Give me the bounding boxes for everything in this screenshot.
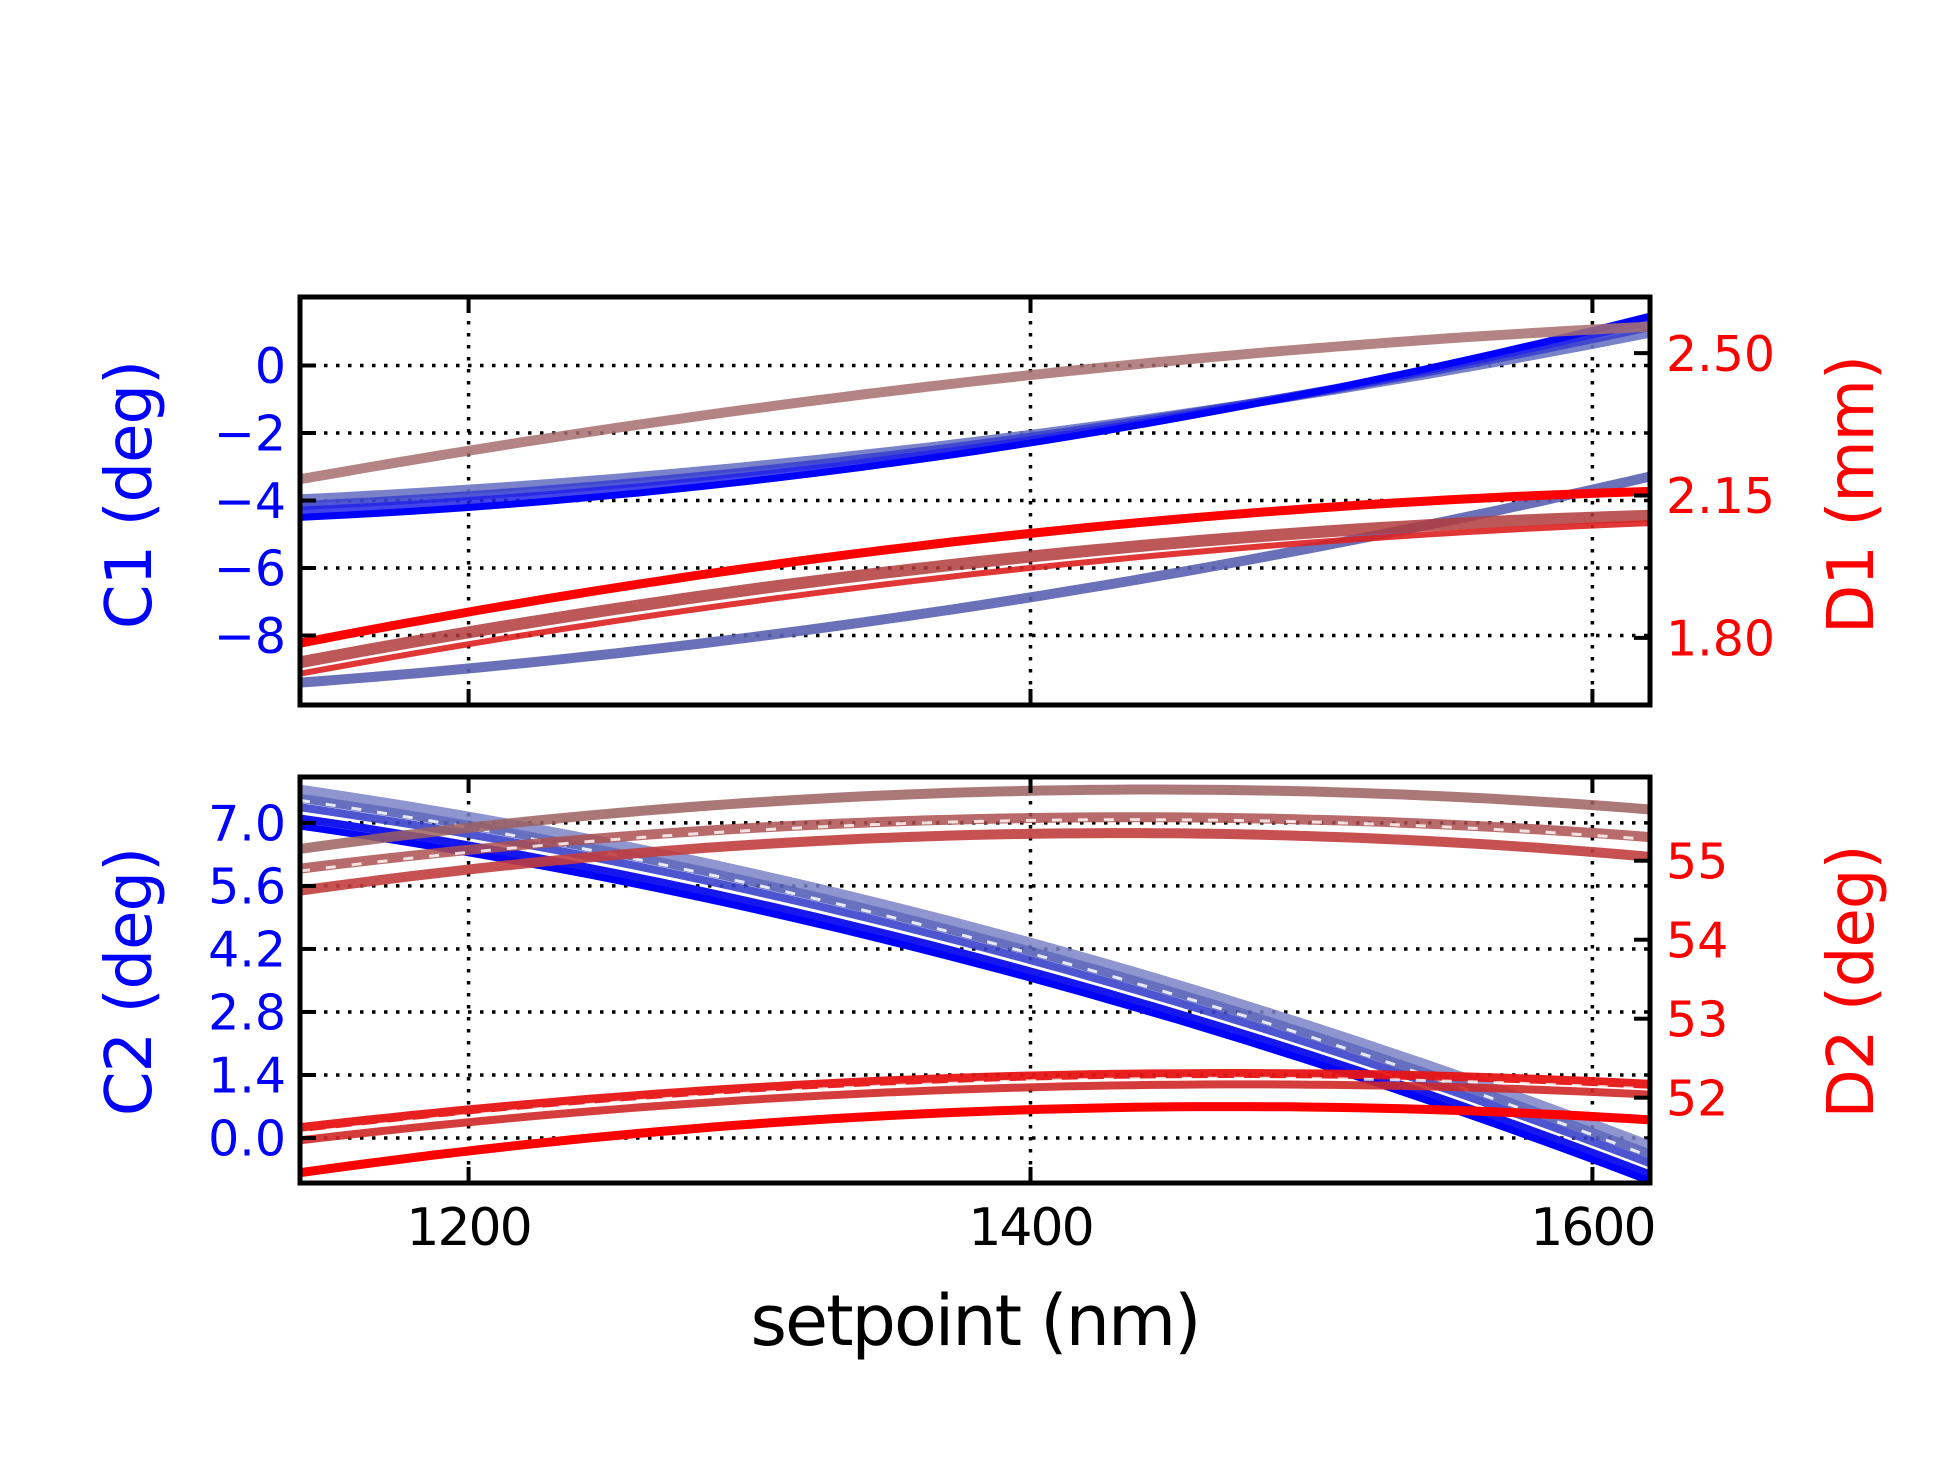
y-tick-label-left: 0.0 bbox=[208, 1111, 286, 1168]
plot-area-bottom bbox=[300, 777, 1650, 1183]
y-tick-label-left: −8 bbox=[214, 608, 286, 665]
y-axis-label-c2: C2 (deg) bbox=[93, 847, 167, 1117]
curve-D1-darkred-band bbox=[300, 509, 1650, 669]
curve-C1-mid bbox=[300, 322, 1650, 511]
curve-D2-brown2 bbox=[300, 812, 1650, 874]
x-axis-label: setpoint (nm) bbox=[750, 1280, 1202, 1362]
plot-border bbox=[297, 774, 1653, 1186]
y-tick-label-left: 5.6 bbox=[208, 859, 286, 916]
curve-D1-red bbox=[300, 486, 1650, 648]
y-tick-label-right: 55 bbox=[1666, 833, 1728, 890]
y-tick-label-right: 2.15 bbox=[1666, 468, 1775, 525]
y-tick-label-left: −2 bbox=[214, 406, 286, 463]
y-tick-label-left: 1.4 bbox=[208, 1048, 286, 1105]
curve-D2-brown3 bbox=[300, 828, 1650, 896]
curve-C2-d bbox=[300, 814, 1650, 1179]
curve-D1-darkred-edge bbox=[300, 520, 1650, 677]
curve-C1-deep bbox=[300, 317, 1650, 515]
y-tick-label-right: 2.50 bbox=[1666, 326, 1775, 383]
y-axis-label-c1: C1 (deg) bbox=[93, 360, 167, 630]
curve-D2-red-low bbox=[300, 1102, 1650, 1178]
y-tick-label-left: −6 bbox=[214, 541, 286, 598]
x-tick-label: 1600 bbox=[1530, 1198, 1654, 1258]
curve-D2-red-fit-dashed bbox=[300, 1076, 1650, 1135]
curve-D1-brown bbox=[300, 321, 1650, 485]
x-tick-label: 1200 bbox=[406, 1198, 530, 1258]
y-tick-label-left: 4.2 bbox=[208, 922, 286, 979]
y-tick-label-left: 2.8 bbox=[208, 985, 286, 1042]
y-tick-label-left: 0 bbox=[255, 338, 286, 395]
curve-D2-red-a bbox=[300, 1069, 1650, 1133]
plot-area-top bbox=[300, 297, 1650, 705]
curve-D2-red-b bbox=[300, 1080, 1650, 1145]
y-tick-label-right: 53 bbox=[1666, 991, 1728, 1048]
curve-D2-brown1 bbox=[300, 784, 1650, 854]
curve-C1-bright bbox=[300, 312, 1650, 521]
y-tick-label-left: 7.0 bbox=[208, 796, 286, 853]
y-tick-label-right: 54 bbox=[1666, 912, 1728, 969]
y-tick-label-left: −4 bbox=[214, 473, 286, 530]
curve-C2-e-bright bbox=[300, 822, 1650, 1183]
y-axis-label-d2: D2 (deg) bbox=[1815, 845, 1889, 1119]
curve-C1-slate bbox=[300, 328, 1650, 504]
curve-D2-brown2-fit-dashed bbox=[300, 818, 1650, 873]
y-tick-label-right: 52 bbox=[1666, 1070, 1728, 1127]
x-tick-label: 1400 bbox=[968, 1198, 1092, 1258]
y-tick-label-right: 1.80 bbox=[1666, 611, 1775, 668]
y-axis-label-d1: D1 (mm) bbox=[1815, 356, 1889, 634]
